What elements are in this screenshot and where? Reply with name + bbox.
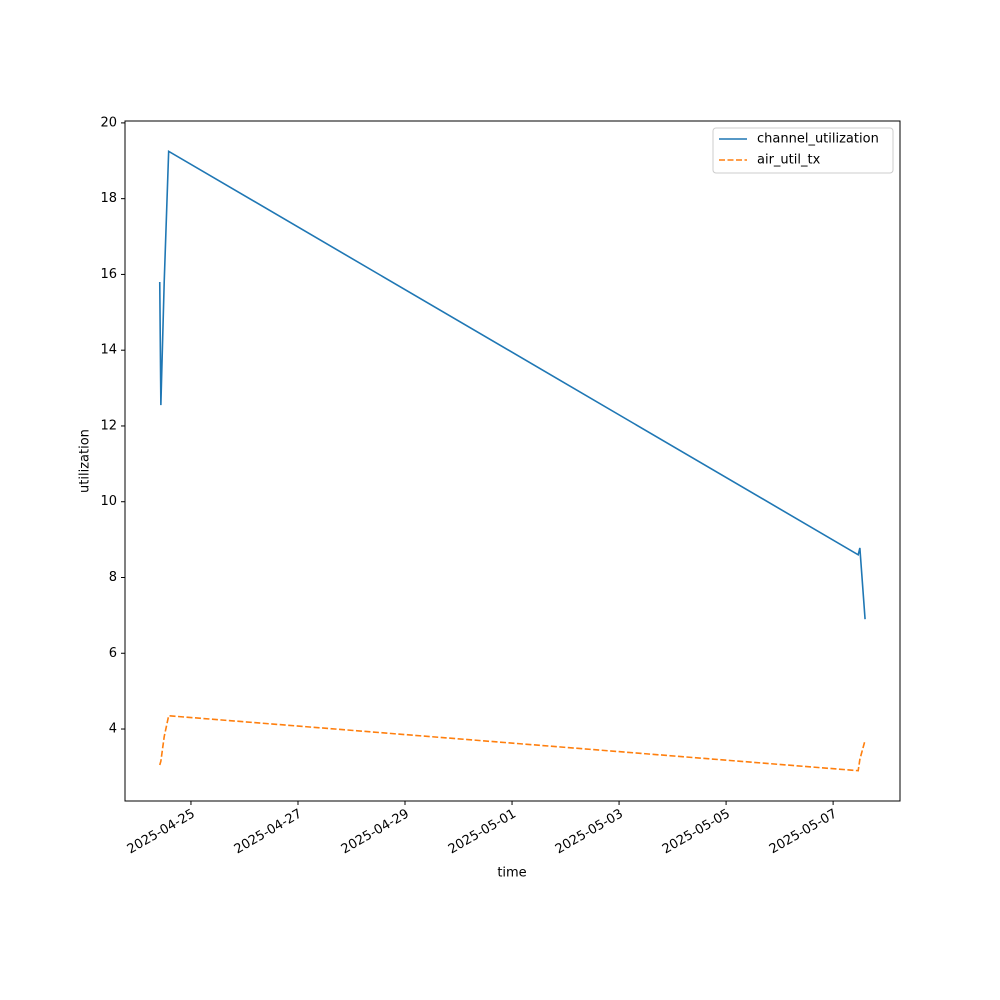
x-tick-label: 2025-04-29 — [339, 807, 412, 858]
legend-label: air_util_tx — [757, 153, 821, 168]
x-tick-label: 2025-04-25 — [125, 807, 198, 858]
y-tick-label: 20 — [100, 115, 117, 130]
series-line — [158, 149, 866, 620]
x-axis-label: time — [497, 866, 526, 881]
y-tick-label: 12 — [100, 418, 117, 433]
y-tick-label: 14 — [100, 343, 117, 358]
y-tick-label: 8 — [109, 570, 117, 585]
y-tick-label: 4 — [109, 722, 117, 737]
y-tick-label: 16 — [100, 267, 117, 282]
y-tick-label: 6 — [109, 646, 117, 661]
legend-box — [712, 127, 894, 174]
legend-label: channel_utilization — [757, 132, 879, 147]
y-tick-label: 18 — [100, 191, 117, 206]
x-tick-label: 2025-05-07 — [767, 807, 840, 858]
plot-frame — [124, 120, 901, 802]
y-tick-label: 10 — [100, 494, 117, 509]
x-tick-label: 2025-05-03 — [553, 807, 626, 858]
x-tick-label: 2025-05-01 — [446, 807, 519, 858]
series-line — [158, 714, 866, 772]
x-tick-label: 2025-05-05 — [660, 807, 733, 858]
y-axis-label: utilization — [78, 429, 93, 493]
x-tick-label: 2025-04-27 — [232, 807, 305, 858]
